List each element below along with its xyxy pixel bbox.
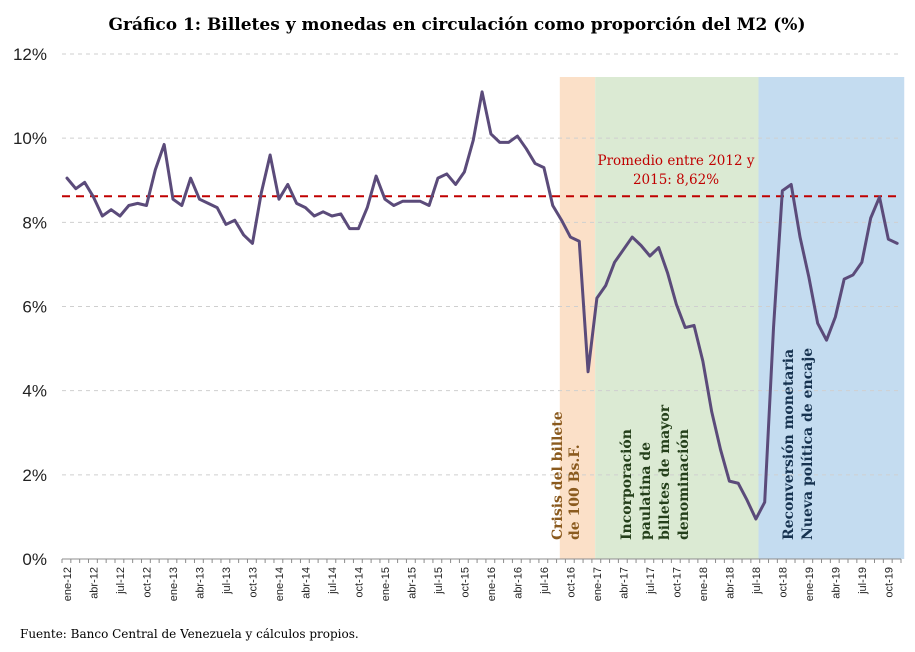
x-tick-label: ene-18 (698, 567, 710, 601)
x-tick-label: abr-15 (406, 567, 418, 599)
bands-layer (559, 77, 905, 559)
y-tick-label: 6% (22, 298, 47, 317)
average-label-line1: Promedio entre 2012 y (598, 153, 755, 169)
band-label: Incorporación (619, 429, 635, 540)
x-tick-label: ene-12 (62, 567, 74, 601)
band-label: billetes de mayor (657, 404, 673, 540)
x-tick-label: abr-19 (830, 567, 842, 599)
average-label-line2: 2015: 8,62% (633, 172, 719, 188)
x-tick-label: ene-19 (804, 567, 816, 601)
x-tick-label: oct-18 (777, 567, 789, 598)
x-tick-label: abr-16 (512, 567, 524, 599)
band-0 (559, 77, 596, 559)
x-tick-label: oct-12 (141, 567, 153, 598)
x-tick-label: oct-17 (671, 567, 683, 598)
grid-layer (62, 53, 901, 476)
x-tick-label: abr-13 (194, 567, 206, 599)
x-tick-label: jul-14 (327, 567, 339, 595)
chart-title: Gráfico 1: Billetes y monedas en circula… (109, 15, 806, 35)
y-tick-label: 12% (13, 45, 47, 64)
x-tick-label: ene-15 (380, 567, 392, 601)
x-tick-label: jul-17 (645, 567, 657, 595)
x-tick-label: jul-18 (751, 567, 763, 595)
y-tick-label: 0% (22, 550, 47, 569)
x-tick-label: ene-14 (274, 567, 286, 601)
band-label: paulatina de (638, 442, 654, 540)
x-tick-label: jul-19 (857, 567, 869, 595)
y-tick-label: 4% (22, 382, 47, 401)
x-tick-label: oct-13 (247, 567, 259, 598)
band-2 (758, 77, 905, 559)
y-axis: 0% 2% 4% 6% 8% 10% 12% (13, 45, 47, 569)
x-tick-label: oct-15 (459, 567, 471, 598)
band-label: Reconversión monetaria (781, 349, 797, 540)
y-tick-label: 10% (13, 129, 47, 148)
x-tick-label: abr-12 (88, 567, 100, 599)
band-label: Crisis del billete (550, 411, 566, 540)
band-label: de 100 Bs.F. (567, 444, 583, 540)
band-label: Nueva política de encaje (800, 348, 816, 540)
y-tick-label: 8% (22, 213, 47, 232)
x-tick-label: ene-17 (592, 567, 604, 601)
x-tick-label: jul-15 (433, 567, 445, 595)
x-tick-label: jul-16 (539, 567, 551, 595)
y-tick-label: 2% (22, 466, 47, 485)
x-tick-label: abr-14 (300, 567, 312, 599)
x-tick-label: jul-12 (115, 567, 127, 595)
x-tick-label: oct-19 (883, 567, 895, 598)
x-tick-label: oct-14 (353, 567, 365, 598)
band-label: denominación (676, 429, 692, 540)
x-tick-label: ene-16 (486, 567, 498, 601)
band-1 (595, 77, 759, 559)
x-tick-label: ene-13 (168, 567, 180, 601)
x-axis: ene-12 abr-12 jul-12 oct-12 ene-13 abr-13 jul-… (61, 558, 902, 601)
x-tick-label: oct-16 (565, 567, 577, 598)
x-tick-label: abr-17 (618, 567, 630, 599)
series-line (65, 90, 899, 521)
reference-line-layer: Promedio entre 2012 y 2015: 8,62% (62, 153, 901, 198)
series-layer: Crisis del billete de 100 Bs.F. Incorporac… (65, 90, 899, 540)
source-note: Fuente: Banco Central de Venezuela y cál… (20, 627, 359, 641)
x-tick-label: abr-18 (724, 567, 736, 599)
x-tick-label: jul-13 (221, 567, 233, 595)
